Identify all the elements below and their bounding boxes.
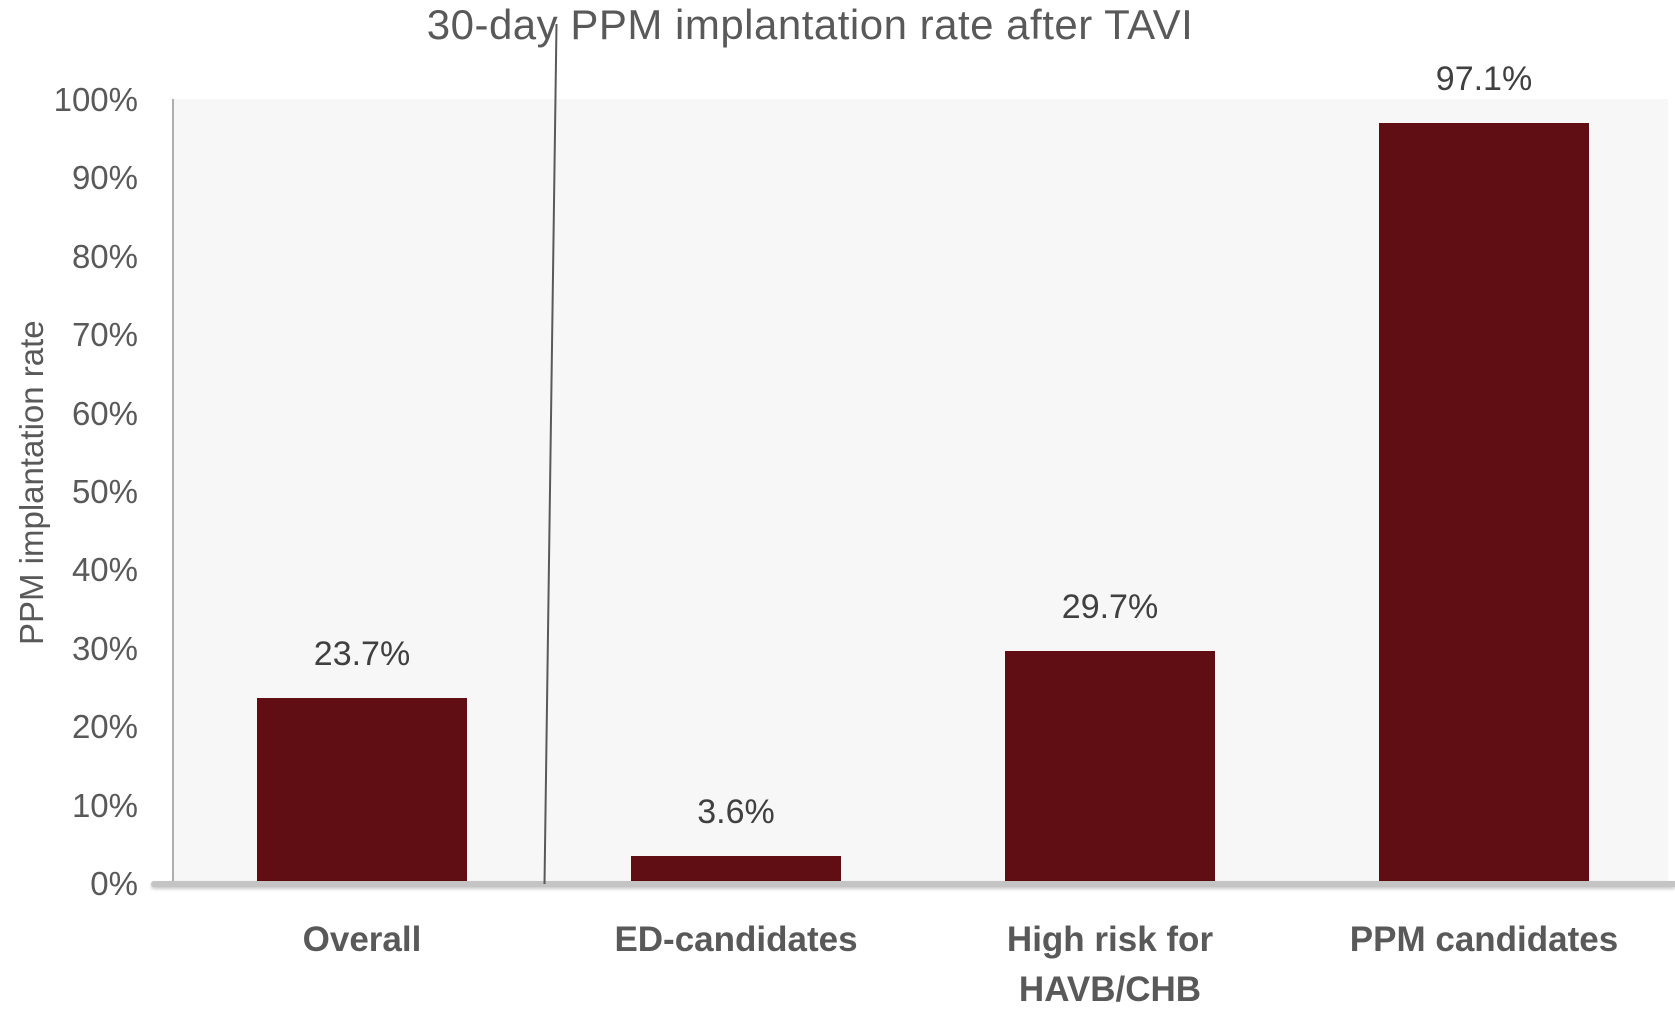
bar-value-label-overall: 23.7% xyxy=(313,635,411,674)
y-tick-label-70: 70% xyxy=(71,316,138,354)
y-tick-label-50: 50% xyxy=(71,473,138,510)
bar-ed-candidates xyxy=(631,855,841,884)
category-label-ed-candidates: ED-candidates xyxy=(614,920,858,959)
category-label-high-risk-for-havb-chb: High risk for HAVB/CHB xyxy=(1006,920,1214,1009)
y-tick-label-100: 100% xyxy=(53,81,138,118)
y-tick-label-10: 10% xyxy=(71,786,138,824)
y-tick-label-60: 60% xyxy=(71,394,138,432)
bar-high-risk-for-havb-chb xyxy=(1005,651,1215,884)
y-tick-label-40: 40% xyxy=(71,551,138,589)
bar-value-label-ppm-candidates: 97.1% xyxy=(1435,59,1533,98)
bar-value-label-ed-candidates: 3.6% xyxy=(697,792,775,831)
bar-ppm-candidates xyxy=(1379,122,1589,884)
y-tick-label-80: 80% xyxy=(71,237,138,275)
y-tick-label-90: 90% xyxy=(71,159,138,197)
bar-value-label-high-risk-for-havb-chb: 29.7% xyxy=(1061,588,1159,627)
x-axis-line xyxy=(151,881,1675,887)
category-label-overall: Overall xyxy=(302,920,422,959)
y-tick-label-0: 0% xyxy=(90,865,138,902)
y-tick-label-30: 30% xyxy=(71,629,138,667)
chart-title: 30-day PPM implantation rate after TAVI xyxy=(426,1,1194,48)
category-label-ppm-candidates: PPM candidates xyxy=(1349,920,1619,959)
bar-overall xyxy=(257,698,467,884)
y-tick-label-20: 20% xyxy=(71,708,138,746)
